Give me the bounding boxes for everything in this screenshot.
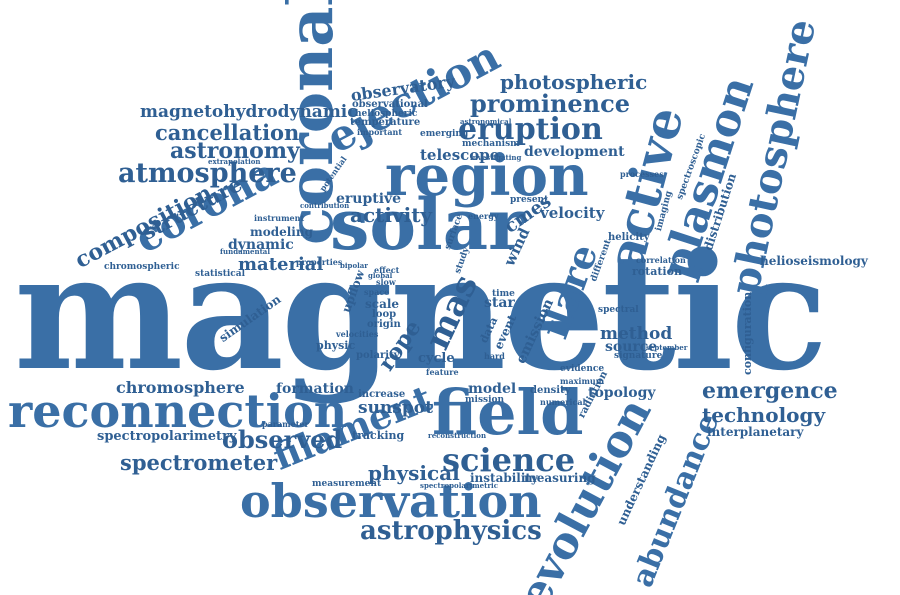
word-physic: physic bbox=[316, 340, 355, 351]
word-statistical: statistical bbox=[195, 270, 245, 279]
word-sunspot: sunspot bbox=[358, 400, 433, 417]
word-bipolar: bipolar bbox=[340, 262, 368, 269]
word-investigating: investigating bbox=[470, 154, 521, 161]
word-spectrometer: spectrometer bbox=[120, 452, 277, 473]
word-prominence: prominence bbox=[470, 92, 630, 116]
word-instrument: instrument bbox=[254, 214, 304, 222]
word-measuring: measuring bbox=[524, 472, 596, 484]
word-effect: effect bbox=[374, 266, 399, 274]
word-physical: physical bbox=[368, 463, 460, 483]
word-spectral: spectral bbox=[598, 306, 639, 315]
word-energy: energy bbox=[468, 212, 498, 220]
word-space: space bbox=[364, 288, 389, 296]
word-signature: signature bbox=[614, 352, 662, 361]
word-spectropolarimetric: spectropolarimetric bbox=[420, 482, 498, 489]
word-helioseismology: helioseismology bbox=[760, 255, 868, 267]
word-cycle: cycle bbox=[418, 352, 455, 365]
word-magnetohydrodynamic: magnetohydrodynamic bbox=[140, 104, 358, 121]
word-technology: technology bbox=[702, 405, 825, 425]
word-numerical: numerical bbox=[540, 398, 586, 406]
word-formation: formation bbox=[276, 382, 354, 396]
word-time: time bbox=[492, 290, 515, 299]
word-astronomical: astronomical bbox=[460, 118, 511, 125]
word-astrophysics: astrophysics bbox=[360, 518, 542, 544]
word-feature: feature bbox=[426, 368, 459, 376]
word-september: september bbox=[646, 344, 687, 351]
word-density: density bbox=[530, 386, 570, 396]
word-properties: properties bbox=[296, 258, 342, 266]
word-correlation: correlation bbox=[636, 256, 686, 264]
word-tracking: tracking bbox=[352, 430, 404, 441]
word-spectropolarimetry: spectropolarimetry bbox=[97, 430, 236, 443]
word-polarity: polarity bbox=[356, 351, 399, 361]
word-development: development bbox=[524, 145, 625, 159]
word-photospheric: photospheric bbox=[500, 72, 647, 92]
word-increase: increase bbox=[358, 390, 405, 400]
word-helicity: helicity bbox=[608, 233, 650, 243]
word-emergence: emergence bbox=[702, 380, 838, 402]
word-important: important bbox=[357, 128, 402, 136]
word-interplanetary: interplanetary bbox=[707, 426, 803, 438]
word-modeling: modeling bbox=[250, 226, 313, 238]
word-rotation: rotation bbox=[632, 266, 682, 277]
word-present: present bbox=[510, 196, 548, 205]
word-mechanism: mechanism bbox=[462, 140, 520, 149]
word-model: model bbox=[468, 382, 516, 396]
word-parameter: parameter bbox=[262, 420, 309, 428]
word-extrapolation: extrapolation bbox=[208, 158, 261, 165]
word-measurement: measurement bbox=[312, 480, 381, 489]
word-velocities: velocities bbox=[336, 330, 378, 338]
word-fundamental: fundamental bbox=[220, 248, 270, 255]
word-activity: activity bbox=[350, 205, 432, 225]
word-chromospheric: chromospheric bbox=[104, 263, 180, 272]
word-slow: slow bbox=[376, 278, 396, 286]
word-chromosphere: chromosphere bbox=[116, 380, 245, 396]
word-processes: processes bbox=[620, 170, 664, 178]
word-mission: mission bbox=[465, 396, 504, 405]
word-configuration: configuration bbox=[742, 292, 753, 375]
word-emerging: emerging bbox=[420, 130, 468, 139]
word-reconstruction: reconstruction bbox=[428, 432, 486, 439]
word-observed: observed bbox=[222, 428, 342, 452]
word-contribution: contribution bbox=[300, 202, 349, 209]
word-hard: hard bbox=[484, 352, 505, 360]
word-cancellation: cancellation bbox=[155, 122, 299, 143]
